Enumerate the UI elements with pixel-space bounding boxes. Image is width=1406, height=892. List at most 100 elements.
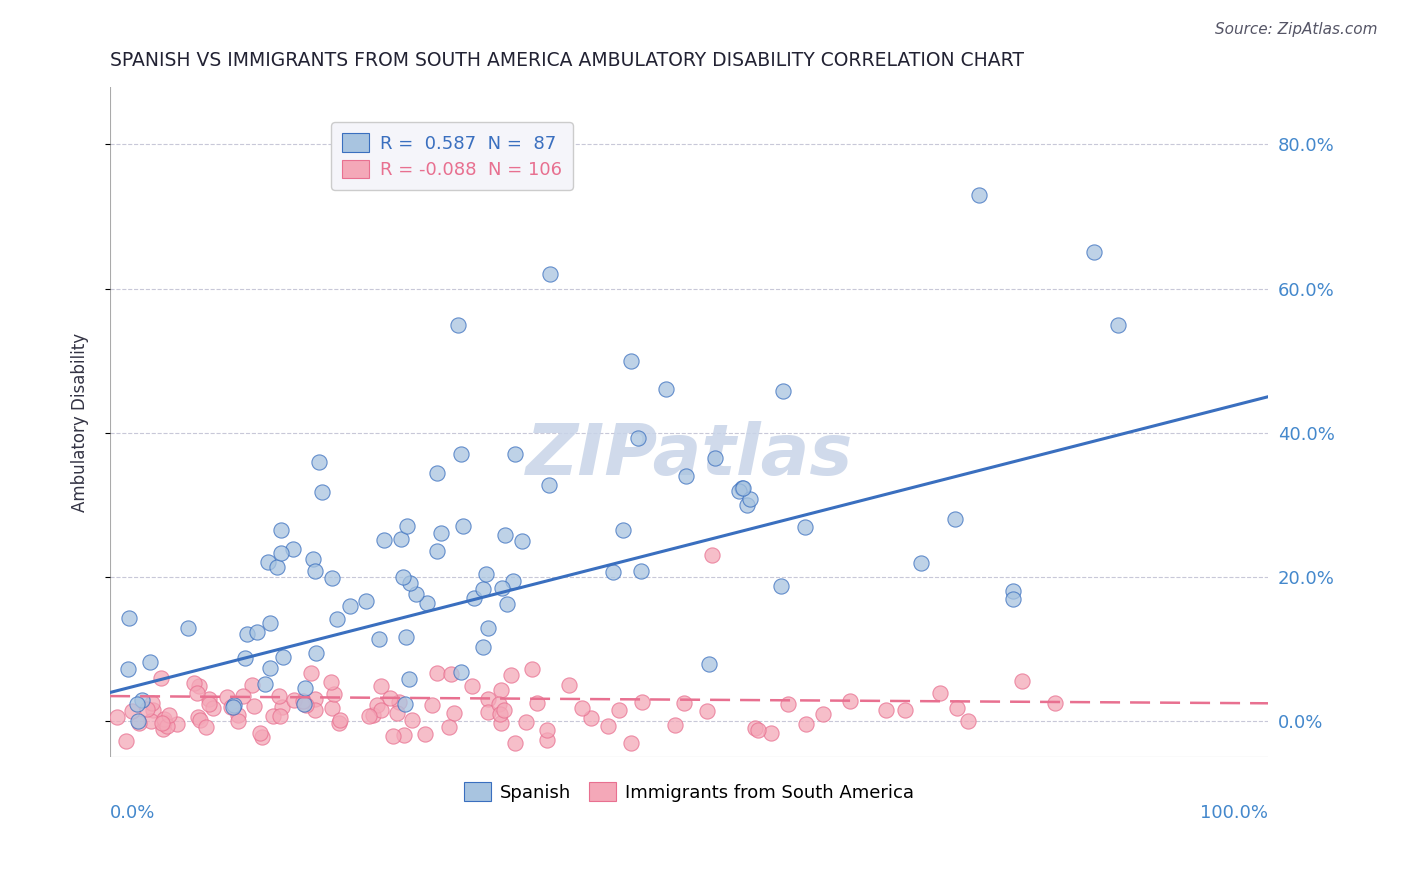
Text: Source: ZipAtlas.com: Source: ZipAtlas.com <box>1215 22 1378 37</box>
Point <box>270 546 292 560</box>
Point <box>494 528 516 542</box>
Point <box>740 491 762 506</box>
Point <box>491 581 513 595</box>
Point <box>450 447 472 461</box>
Point <box>117 611 139 625</box>
Point <box>235 650 257 665</box>
Point <box>128 716 150 731</box>
Point <box>696 704 718 718</box>
Point <box>186 686 208 700</box>
Point <box>945 512 967 526</box>
Point <box>259 661 281 675</box>
Point <box>395 519 418 533</box>
Point <box>368 632 391 647</box>
Point <box>426 666 449 681</box>
Point <box>928 686 950 700</box>
Point <box>121 704 143 718</box>
Point <box>492 703 515 717</box>
Point <box>217 690 239 705</box>
Point <box>598 719 620 733</box>
Point <box>197 697 219 711</box>
Point <box>515 715 537 730</box>
Point <box>321 701 343 715</box>
Point <box>793 519 815 533</box>
Point <box>202 700 225 714</box>
Y-axis label: Ambulatory Disability: Ambulatory Disability <box>72 333 89 511</box>
Point <box>967 187 990 202</box>
Point <box>489 683 512 698</box>
Point <box>127 697 149 711</box>
Point <box>744 721 766 735</box>
Point <box>366 698 388 713</box>
Point <box>422 698 444 713</box>
Point <box>496 598 519 612</box>
Point <box>894 703 917 717</box>
Point <box>416 596 439 610</box>
Point <box>270 523 292 537</box>
Point <box>269 689 291 703</box>
Point <box>620 353 643 368</box>
Point <box>259 615 281 630</box>
Legend: Spanish, Immigrants from South America: Spanish, Immigrants from South America <box>457 775 921 809</box>
Point <box>794 716 817 731</box>
Point <box>489 716 512 731</box>
Point <box>198 692 221 706</box>
Point <box>401 713 423 727</box>
Point <box>236 627 259 641</box>
Point <box>398 575 420 590</box>
Point <box>702 549 724 563</box>
Point <box>359 709 381 723</box>
Point <box>612 523 634 537</box>
Point <box>1045 696 1067 710</box>
Point <box>271 649 294 664</box>
Point <box>426 544 449 558</box>
Point <box>299 666 322 681</box>
Point <box>453 518 475 533</box>
Point <box>664 718 686 732</box>
Point <box>153 714 176 729</box>
Point <box>520 662 543 676</box>
Point <box>627 431 650 445</box>
Point <box>281 542 304 557</box>
Point <box>558 678 581 692</box>
Point <box>395 631 418 645</box>
Point <box>114 734 136 748</box>
Point <box>107 709 129 723</box>
Point <box>1107 318 1129 332</box>
Point <box>536 732 558 747</box>
Point <box>571 701 593 715</box>
Point <box>319 674 342 689</box>
Point <box>728 484 751 499</box>
Point <box>295 698 318 713</box>
Point <box>463 591 485 605</box>
Point <box>505 736 527 750</box>
Point <box>304 703 326 717</box>
Point <box>957 714 980 728</box>
Point <box>150 671 173 685</box>
Point <box>304 564 326 578</box>
Point <box>1011 673 1033 688</box>
Point <box>460 679 482 693</box>
Point <box>769 578 792 592</box>
Text: SPANISH VS IMMIGRANTS FROM SOUTH AMERICA AMBULATORY DISABILITY CORRELATION CHART: SPANISH VS IMMIGRANTS FROM SOUTH AMERICA… <box>110 51 1024 70</box>
Point <box>291 694 314 708</box>
Point <box>413 727 436 741</box>
Point <box>620 736 643 750</box>
Point <box>471 582 494 596</box>
Point <box>536 723 558 737</box>
Point <box>188 713 211 727</box>
Point <box>440 666 463 681</box>
Point <box>505 447 527 461</box>
Point <box>305 646 328 660</box>
Point <box>704 450 727 465</box>
Point <box>405 587 427 601</box>
Point <box>311 484 333 499</box>
Point <box>221 700 243 714</box>
Point <box>512 534 534 549</box>
Point <box>141 703 163 717</box>
Point <box>183 676 205 690</box>
Point <box>378 691 401 706</box>
Point <box>269 709 291 723</box>
Point <box>242 698 264 713</box>
Point <box>141 696 163 710</box>
